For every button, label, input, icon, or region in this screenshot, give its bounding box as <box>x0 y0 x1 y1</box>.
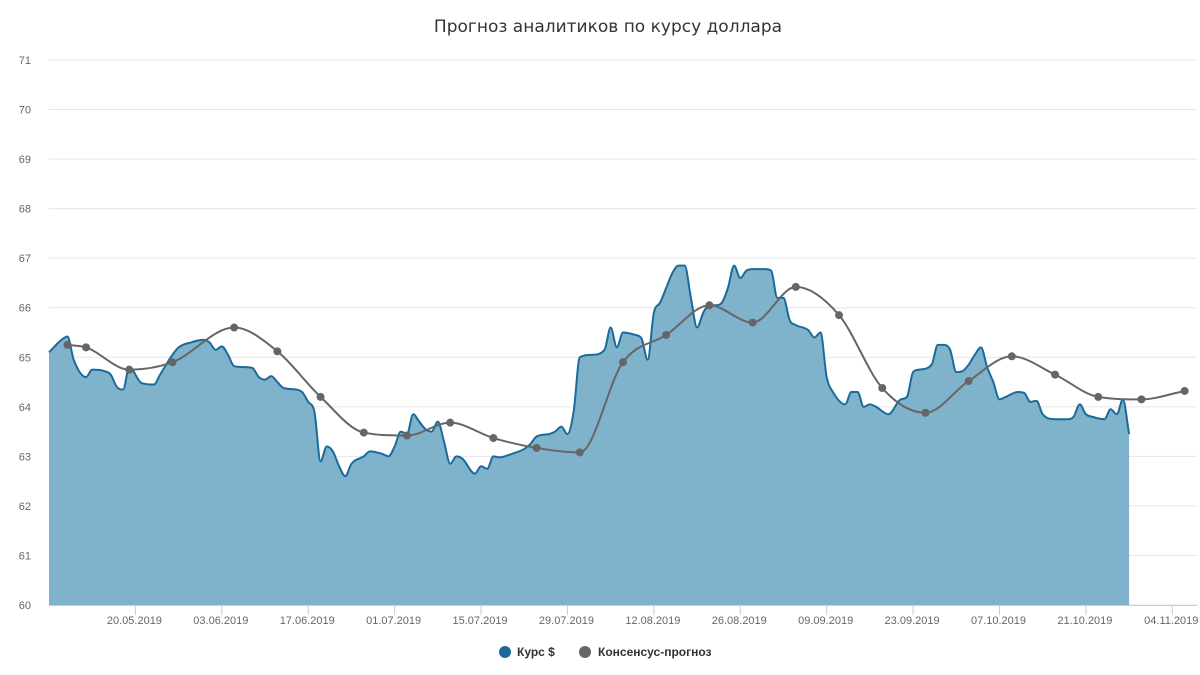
consensus-point[interactable] <box>230 323 239 332</box>
y-tick-label: 71 <box>19 55 31 67</box>
legend-kurs-label[interactable]: Курс $ <box>517 645 555 659</box>
consensus-point[interactable] <box>705 301 714 310</box>
consensus-point[interactable] <box>316 392 325 401</box>
consensus-point[interactable] <box>878 383 887 392</box>
consensus-point[interactable] <box>489 434 498 443</box>
kurs-area-fill <box>49 265 1130 605</box>
consensus-point[interactable] <box>1180 386 1189 395</box>
y-tick-label: 69 <box>19 154 31 166</box>
consensus-point[interactable] <box>748 318 757 327</box>
x-tick-label: 03.06.2019 <box>193 615 248 627</box>
consensus-point[interactable] <box>1094 392 1103 401</box>
consensus-point[interactable] <box>1007 352 1016 361</box>
consensus-point[interactable] <box>63 340 72 349</box>
y-tick-label: 66 <box>19 303 31 315</box>
legend-item-kurs[interactable]: Курс $ <box>499 645 555 659</box>
x-tick-label: 12.08.2019 <box>625 615 680 627</box>
consensus-point[interactable] <box>619 358 627 367</box>
x-tick-label: 15.07.2019 <box>453 615 508 627</box>
x-axis: 20.05.2019 03.06.2019 17.06.2019 01.07.2019… <box>49 605 1198 627</box>
consensus-point[interactable] <box>532 443 541 452</box>
consensus-point[interactable] <box>168 358 177 367</box>
x-tick-label: 20.05.2019 <box>107 615 162 627</box>
consensus-point[interactable] <box>446 418 455 427</box>
y-tick-label: 70 <box>19 105 31 117</box>
y-axis: 60 61 62 63 64 65 66 67 68 69 70 71 <box>19 55 31 612</box>
consensus-point[interactable] <box>662 330 671 339</box>
legend[interactable]: Курс $ Консенсус-прогноз <box>499 645 712 659</box>
y-tick-label: 68 <box>19 204 31 216</box>
x-tick-label: 17.06.2019 <box>280 615 335 627</box>
legend-kurs-marker <box>499 646 511 658</box>
legend-item-consensus[interactable]: Консенсус-прогноз <box>579 645 712 659</box>
x-tick-label: 23.09.2019 <box>885 615 940 627</box>
y-tick-label: 63 <box>19 451 31 463</box>
consensus-point[interactable] <box>1137 395 1146 404</box>
legend-consensus-marker <box>579 646 591 658</box>
area-layer <box>48 264 1131 605</box>
x-tick-label: 21.10.2019 <box>1057 615 1112 627</box>
consensus-point[interactable] <box>82 343 91 352</box>
x-tick-label: 04.11.2019 <box>1144 615 1198 627</box>
x-tick-label: 29.07.2019 <box>539 615 594 627</box>
chart-title: Прогноз аналитиков по курсу доллара <box>434 17 782 37</box>
consensus-point[interactable] <box>791 282 800 291</box>
y-tick-label: 65 <box>19 352 31 364</box>
y-tick-label: 67 <box>19 253 31 265</box>
consensus-point[interactable] <box>1051 370 1060 379</box>
y-tick-label: 62 <box>19 501 31 513</box>
consensus-point[interactable] <box>921 408 930 417</box>
kurs-series-line[interactable] <box>48 264 1131 478</box>
consensus-layer <box>63 282 1189 457</box>
consensus-point[interactable] <box>964 377 973 386</box>
y-tick-label: 61 <box>19 550 31 562</box>
legend-consensus-label[interactable]: Консенсус-прогноз <box>598 645 712 659</box>
consensus-point[interactable] <box>835 311 844 320</box>
y-tick-label: 60 <box>19 600 31 612</box>
consensus-point[interactable] <box>402 431 411 440</box>
consensus-point[interactable] <box>125 365 134 374</box>
x-tick-label: 09.09.2019 <box>798 615 853 627</box>
consensus-point[interactable] <box>575 448 584 457</box>
x-tick-label: 26.08.2019 <box>712 615 767 627</box>
consensus-point[interactable] <box>359 428 368 437</box>
x-tick-label: 01.07.2019 <box>366 615 421 627</box>
y-tick-label: 64 <box>19 402 31 414</box>
x-tick-label: 07.10.2019 <box>971 615 1026 627</box>
consensus-point[interactable] <box>273 347 282 356</box>
